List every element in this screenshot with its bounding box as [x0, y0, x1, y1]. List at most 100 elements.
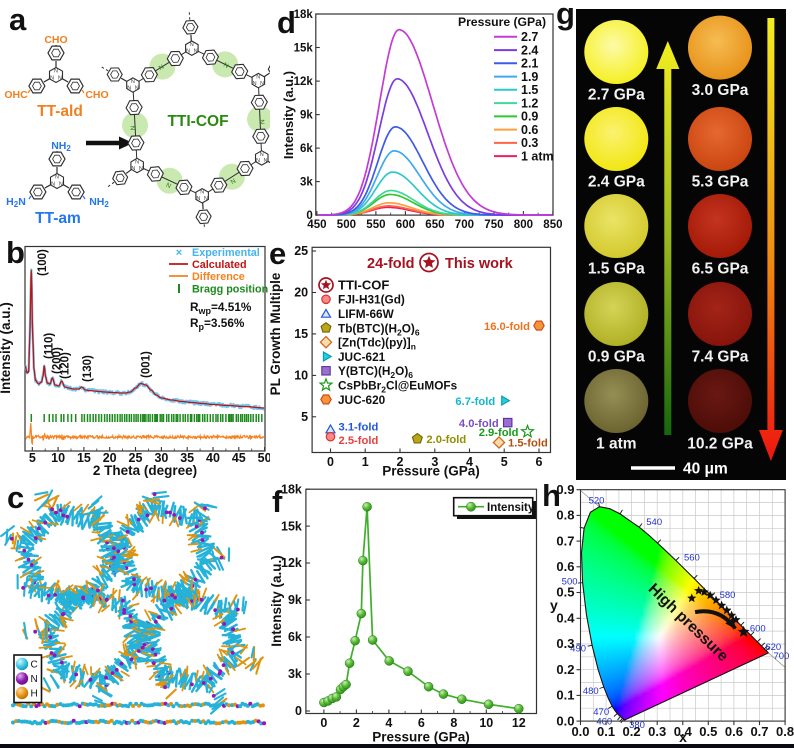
svg-text:(130): (130) — [82, 355, 94, 382]
svg-text:380: 380 — [629, 720, 645, 731]
svg-text:12: 12 — [512, 716, 526, 730]
svg-text:460: 460 — [596, 717, 612, 728]
svg-text:500: 500 — [562, 577, 578, 588]
svg-text:Pressure (GPa): Pressure (GPa) — [458, 15, 546, 29]
svg-text:2 Theta (degree): 2 Theta (degree) — [93, 463, 197, 478]
svg-text:12k: 12k — [281, 556, 302, 570]
svg-text:850: 850 — [543, 219, 562, 228]
svg-text:540: 540 — [646, 517, 662, 528]
svg-text:Intensity (a.u.): Intensity (a.u.) — [269, 555, 284, 647]
svg-text:0.6: 0.6 — [521, 123, 538, 137]
svg-text:0: 0 — [327, 455, 334, 469]
svg-text:2.4: 2.4 — [521, 43, 538, 57]
svg-text:490: 490 — [570, 643, 586, 654]
svg-text:2.4 GPa: 2.4 GPa — [588, 174, 645, 191]
svg-text:6k: 6k — [288, 630, 302, 644]
svg-text:N: N — [196, 196, 200, 202]
svg-text:N: N — [264, 158, 268, 164]
svg-text:N: N — [229, 176, 237, 185]
svg-text:600: 600 — [750, 623, 766, 634]
svg-text:Bragg position: Bragg position — [192, 284, 268, 296]
svg-text:20: 20 — [103, 451, 117, 465]
svg-text:3.1-fold: 3.1-fold — [339, 421, 379, 433]
svg-text:40 μm: 40 μm — [683, 461, 728, 478]
svg-text:4: 4 — [385, 716, 392, 730]
svg-text:H2N: H2N — [6, 196, 26, 209]
svg-text:2.0-fold: 2.0-fold — [426, 434, 466, 446]
svg-text:N: N — [194, 49, 198, 55]
svg-text:15: 15 — [77, 451, 91, 465]
svg-text:560: 560 — [684, 553, 700, 564]
svg-text:OHC: OHC — [4, 89, 28, 101]
svg-text:×: × — [176, 247, 182, 259]
svg-text:2: 2 — [397, 455, 404, 469]
svg-text:C: C — [31, 660, 38, 671]
svg-text:0: 0 — [306, 210, 312, 222]
svg-text:7.4 GPa: 7.4 GPa — [692, 349, 749, 366]
svg-text:1.5 GPa: 1.5 GPa — [588, 261, 645, 278]
svg-text:N: N — [258, 119, 265, 124]
svg-text:4.0-fold: 4.0-fold — [459, 418, 499, 430]
svg-text:(200): (200) — [52, 347, 64, 374]
svg-text:0.3: 0.3 — [648, 724, 666, 739]
svg-text:0.1: 0.1 — [556, 688, 574, 703]
svg-text:16.0-fold: 16.0-fold — [484, 321, 530, 333]
svg-text:2: 2 — [353, 716, 360, 730]
svg-text:N: N — [260, 81, 264, 87]
svg-text:N: N — [200, 190, 204, 196]
svg-text:0.2: 0.2 — [623, 724, 641, 739]
svg-text:470: 470 — [593, 707, 609, 718]
svg-text:Y(BTC)(H2O)6: Y(BTC)(H2O)6 — [338, 364, 413, 380]
svg-text:5: 5 — [501, 455, 508, 469]
svg-text:520: 520 — [589, 496, 605, 507]
svg-text:N: N — [253, 81, 257, 87]
svg-text:This work: This work — [445, 256, 514, 272]
svg-text:TT-am: TT-am — [35, 210, 81, 227]
svg-text:5.3 GPa: 5.3 GPa — [692, 174, 749, 191]
svg-text:0.3: 0.3 — [521, 136, 538, 150]
svg-text:0.0: 0.0 — [556, 713, 574, 728]
svg-text:580: 580 — [720, 590, 736, 601]
svg-text:620: 620 — [765, 642, 781, 653]
svg-text:N: N — [256, 75, 260, 81]
svg-text:0.4: 0.4 — [556, 611, 575, 626]
svg-text:(110): (110) — [44, 333, 56, 359]
svg-text:1 atm: 1 atm — [521, 149, 554, 163]
svg-text:3: 3 — [431, 455, 438, 469]
svg-text:N: N — [256, 158, 260, 164]
svg-text:Difference: Difference — [192, 271, 245, 283]
svg-text:15: 15 — [294, 327, 308, 341]
svg-text:3.0 GPa: 3.0 GPa — [692, 82, 749, 99]
svg-text:0.7: 0.7 — [556, 533, 574, 548]
svg-text:N: N — [51, 181, 55, 187]
svg-text:6: 6 — [536, 455, 543, 469]
svg-text:(120): (120) — [60, 352, 72, 379]
svg-text:1: 1 — [362, 455, 369, 469]
svg-text:24-fold: 24-fold — [367, 256, 415, 272]
svg-text:0.1: 0.1 — [597, 724, 615, 739]
svg-text:N: N — [130, 125, 137, 130]
svg-text:1.5: 1.5 — [521, 83, 538, 97]
svg-text:Intensity (a.u.): Intensity (a.u.) — [0, 302, 13, 394]
svg-text:1.2: 1.2 — [521, 96, 538, 110]
svg-text:0.4: 0.4 — [674, 724, 693, 739]
svg-text:x: x — [679, 729, 687, 745]
svg-text:550: 550 — [366, 219, 385, 228]
svg-text:480: 480 — [583, 686, 599, 697]
svg-text:TTI-COF: TTI-COF — [338, 277, 389, 292]
svg-text:450: 450 — [307, 219, 326, 228]
svg-text:18k: 18k — [294, 9, 314, 21]
svg-text:800: 800 — [514, 219, 533, 228]
svg-text:N: N — [131, 79, 135, 85]
svg-text:0.9: 0.9 — [521, 110, 538, 124]
svg-text:25: 25 — [129, 451, 143, 465]
svg-text:2.7: 2.7 — [521, 30, 538, 44]
svg-text:9k: 9k — [300, 110, 313, 122]
svg-text:CHO: CHO — [85, 89, 108, 101]
svg-text:9k: 9k — [288, 593, 302, 607]
svg-text:N: N — [222, 61, 230, 69]
svg-text:N: N — [186, 49, 190, 55]
svg-text:10: 10 — [51, 451, 65, 465]
svg-text:0: 0 — [295, 704, 302, 718]
svg-text:JUC-620: JUC-620 — [338, 393, 386, 407]
